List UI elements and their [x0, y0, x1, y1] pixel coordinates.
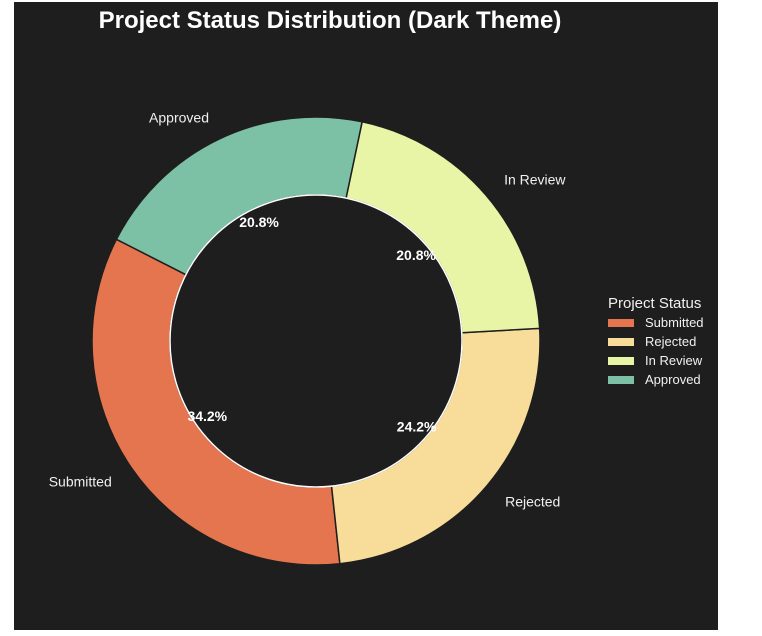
percent-label-rejected: 24.2%	[397, 418, 437, 434]
legend-items: Submitted Rejected In Review Approved	[608, 315, 704, 387]
legend-swatch-submitted	[608, 319, 634, 327]
category-label-approved: Approved	[149, 109, 209, 125]
category-label-in-review: In Review	[504, 171, 566, 187]
donut-slices	[91, 116, 541, 566]
category-label-rejected: Rejected	[505, 493, 560, 509]
percent-label-submitted: 34.2%	[187, 408, 227, 424]
legend-swatch-rejected	[608, 338, 634, 346]
donut-chart: Project Status Distribution (Dark Theme)…	[49, 7, 704, 566]
legend-label-submitted: Submitted	[645, 315, 704, 330]
slice-in-review	[345, 120, 541, 334]
legend-swatch-in-review	[608, 357, 634, 365]
percent-label-approved: 20.8%	[239, 214, 279, 230]
legend-label-rejected: Rejected	[645, 334, 696, 349]
chart-title: Project Status Distribution (Dark Theme)	[99, 7, 562, 34]
legend: Project Status Submitted Rejected In Revie…	[608, 295, 704, 387]
legend-title: Project Status	[608, 295, 701, 312]
donut-hole-outline	[169, 194, 463, 488]
legend-label-in-review: In Review	[645, 353, 703, 368]
category-label-submitted: Submitted	[49, 474, 112, 490]
category-labels: Submitted Rejected In Review Approved	[49, 109, 567, 509]
percent-label-in-review: 20.8%	[396, 247, 436, 263]
percent-labels: 34.2% 24.2% 20.8% 20.8%	[187, 214, 437, 434]
slice-rejected	[330, 327, 541, 565]
legend-swatch-approved	[608, 376, 634, 384]
slice-submitted	[91, 238, 341, 566]
chart-figure: Project Status Distribution (Dark Theme)…	[14, 2, 718, 630]
legend-label-approved: Approved	[645, 372, 701, 387]
